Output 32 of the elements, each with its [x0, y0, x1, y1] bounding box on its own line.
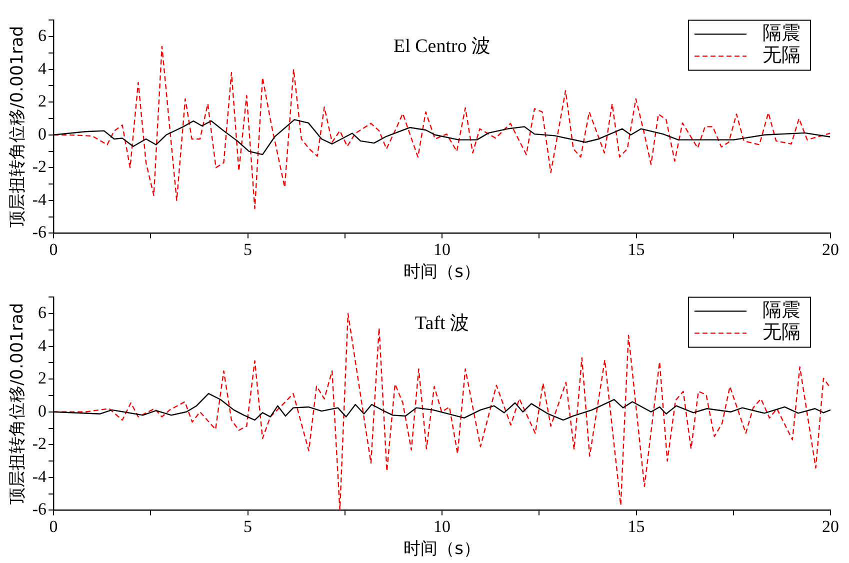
y-tick-label: 4 — [38, 336, 48, 355]
x-axis-title: 时间（s） — [404, 262, 480, 282]
y-axis-title: 顶层扭转角位移/0.001rad — [8, 302, 28, 504]
x-tick-label: 20 — [822, 240, 839, 259]
x-tick-label: 10 — [434, 516, 451, 536]
y-tick-label: -4 — [32, 466, 48, 486]
x-tick-label: 10 — [434, 240, 451, 259]
x-tick-label: 20 — [822, 516, 839, 536]
y-tick-label: -6 — [32, 222, 47, 242]
y-tick-label: 2 — [38, 92, 47, 111]
legend-label: 隔震 — [762, 299, 800, 322]
legend-label: 无隔 — [762, 321, 800, 344]
text: Taft 波 — [414, 313, 470, 334]
legend-label: 隔震 — [762, 22, 800, 44]
text: El Centro 波 — [393, 36, 491, 58]
y-tick-label: -4 — [32, 190, 48, 209]
y-tick-label: -6 — [32, 500, 47, 519]
y-tick-label: 2 — [38, 368, 47, 388]
x-tick-label: 15 — [628, 516, 645, 536]
x-tick-label: 15 — [628, 240, 645, 259]
y-axis-title: 顶层扭转角位移/0.001rad — [8, 26, 28, 228]
y-tick-label: 6 — [38, 303, 47, 322]
x-tick-label: 5 — [244, 240, 252, 259]
y-tick-label: 6 — [38, 26, 47, 46]
y-tick-label: 0 — [38, 124, 47, 144]
y-tick-label: 0 — [38, 401, 47, 420]
x-axis-title: 时间（s） — [404, 539, 480, 560]
x-tick-label: 5 — [244, 516, 252, 536]
legend-label: 无隔 — [762, 44, 800, 66]
y-tick-label: -2 — [32, 434, 47, 454]
y-tick-label: 4 — [38, 58, 48, 78]
y-tick-label: -2 — [32, 157, 47, 176]
